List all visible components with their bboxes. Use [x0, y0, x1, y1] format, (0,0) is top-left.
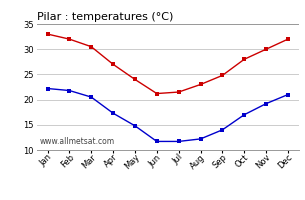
Text: www.allmetsat.com: www.allmetsat.com	[39, 137, 114, 146]
Text: Pilar : temperatures (°C): Pilar : temperatures (°C)	[37, 12, 173, 22]
